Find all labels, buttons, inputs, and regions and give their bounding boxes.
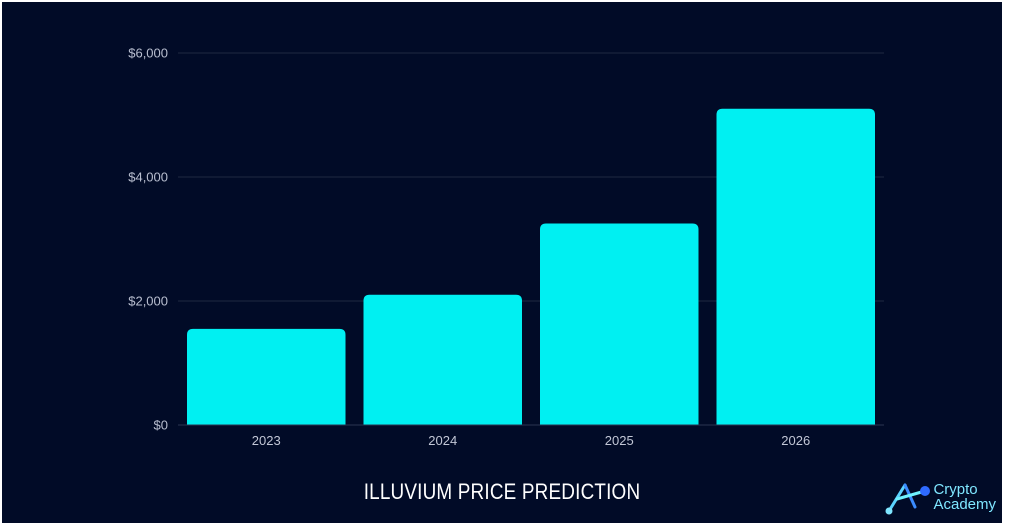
y-tick-label: $2,000: [128, 294, 168, 309]
brand-name: Crypto Academy: [933, 482, 996, 512]
bar-2026: [716, 108, 875, 426]
y-tick-label: $4,000: [128, 170, 168, 185]
x-tick-label: 2024: [428, 433, 457, 448]
x-tick-label: 2025: [605, 433, 634, 448]
chart-title: ILLUVIUM PRICE PREDICTION: [363, 479, 641, 504]
x-tick-label: 2023: [252, 433, 281, 448]
y-tick-label: $6,000: [128, 46, 168, 61]
brand-line-1: Crypto: [933, 481, 978, 498]
brand-logo: Crypto Academy: [883, 477, 996, 517]
x-tick-label: 2026: [781, 433, 810, 448]
y-tick-label: $0: [154, 418, 168, 433]
crypto-academy-logo-icon: [885, 483, 931, 515]
bar-2025: [540, 223, 699, 425]
bar-2023: [187, 328, 346, 425]
chart-frame: $0 $2,000 $4,000 $6,000 2023 2024 2025 2026 ILL…: [2, 2, 1002, 523]
bar-2024: [363, 294, 522, 425]
brand-line-2: Academy: [933, 496, 996, 513]
bar-chart: $0 $2,000 $4,000 $6,000 2023 2024 2025 2026: [128, 46, 884, 448]
